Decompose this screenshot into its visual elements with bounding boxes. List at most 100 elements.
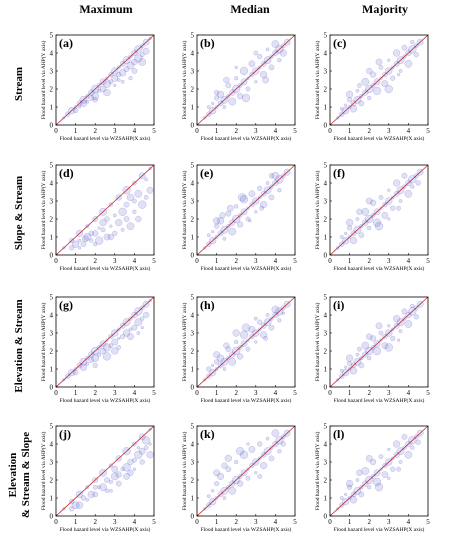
data-point xyxy=(336,378,340,382)
y-tick-label: 0 xyxy=(191,121,195,129)
scatter-panel: 0 1 2 3 4 5 0 1 2 3 4 5 (b) Flood hazard level via WZ… xyxy=(181,31,297,142)
data-point xyxy=(280,43,286,49)
data-point xyxy=(384,84,393,94)
data-point xyxy=(216,90,225,98)
y-tick-label: 3 xyxy=(50,67,54,75)
data-point xyxy=(142,300,150,308)
data-point xyxy=(413,314,419,320)
data-point xyxy=(240,208,248,216)
x-tick-label: 3 xyxy=(113,257,117,265)
data-point xyxy=(214,496,219,500)
data-point xyxy=(139,52,145,58)
data-point xyxy=(116,345,122,350)
data-point xyxy=(148,37,152,41)
data-point xyxy=(225,346,232,353)
y-tick-label: 2 xyxy=(50,85,54,93)
y-tick-label: 4 xyxy=(191,311,195,319)
data-point xyxy=(217,230,224,237)
reference-line xyxy=(196,425,296,517)
data-point xyxy=(349,496,358,504)
data-point xyxy=(263,336,268,341)
data-point xyxy=(381,212,389,219)
data-point xyxy=(99,219,107,227)
data-point xyxy=(203,378,207,382)
x-tick-label: 2 xyxy=(234,127,238,135)
data-point xyxy=(85,485,90,490)
data-point xyxy=(111,329,119,337)
data-point xyxy=(269,445,274,450)
data-point xyxy=(241,93,251,103)
y-tick-label: 4 xyxy=(50,440,54,448)
data-point xyxy=(416,168,424,176)
data-point xyxy=(206,366,212,372)
x-axis-label: Flood hazard level via WZSAHP(X axis) xyxy=(201,397,292,404)
data-point xyxy=(260,322,267,329)
data-point xyxy=(62,378,66,382)
data-point xyxy=(358,232,365,239)
x-tick-label: 5 xyxy=(426,389,430,397)
data-point xyxy=(390,195,395,200)
data-point xyxy=(404,189,413,198)
data-point xyxy=(339,111,345,117)
data-point xyxy=(142,38,150,46)
y-axis-label: Flood hazard level via AHP(Y axis) xyxy=(181,431,188,510)
data-point xyxy=(93,242,98,247)
data-point xyxy=(92,97,98,103)
data-point xyxy=(268,455,275,462)
x-tick-label: 2 xyxy=(93,389,97,397)
x-tick-label: 4 xyxy=(274,257,278,265)
data-point xyxy=(97,88,102,93)
data-point xyxy=(370,474,376,479)
data-point xyxy=(111,67,119,75)
data-point xyxy=(138,172,146,180)
x-tick-label: 2 xyxy=(234,389,238,397)
data-point xyxy=(104,216,110,222)
data-point xyxy=(136,331,141,335)
data-point xyxy=(115,194,122,201)
data-point xyxy=(76,362,83,369)
data-point xyxy=(410,184,415,189)
y-axis-label: Flood hazard level via AHP(Y axis) xyxy=(40,40,47,119)
y-axis-label: Flood hazard level via AHP(Y axis) xyxy=(314,40,321,119)
data-point xyxy=(223,342,230,349)
data-point xyxy=(122,56,131,65)
data-point xyxy=(350,100,357,107)
data-point xyxy=(127,469,134,476)
column-header-maximum: Maximum xyxy=(79,2,132,16)
data-point xyxy=(237,93,244,100)
scatter-panel: 0 1 2 3 4 5 0 1 2 3 4 5 (k) Flood hazard level via WZ… xyxy=(181,422,297,533)
y-tick-label: 2 xyxy=(191,347,195,355)
data-point xyxy=(269,184,274,189)
data-point xyxy=(111,74,119,82)
data-point xyxy=(378,330,384,336)
data-point xyxy=(401,172,408,179)
data-point xyxy=(268,64,275,71)
data-point xyxy=(413,305,419,311)
data-point xyxy=(396,466,401,472)
data-point xyxy=(73,105,78,109)
data-point xyxy=(385,329,393,337)
data-point xyxy=(379,76,383,80)
data-point xyxy=(146,451,154,459)
data-point xyxy=(85,497,90,502)
data-point xyxy=(248,190,256,198)
reference-line xyxy=(196,34,296,126)
x-tick-label: 3 xyxy=(113,127,117,135)
data-point xyxy=(92,477,99,483)
data-point xyxy=(119,69,127,77)
data-point xyxy=(73,370,79,376)
x-tick-label: 4 xyxy=(133,127,137,135)
x-tick-label: 1 xyxy=(215,127,219,135)
data-point xyxy=(120,79,125,84)
x-tick-label: 1 xyxy=(215,518,219,526)
data-point xyxy=(139,43,145,49)
data-point xyxy=(356,469,363,476)
data-point xyxy=(373,78,381,86)
data-point xyxy=(102,79,112,88)
x-tick-label: 4 xyxy=(274,518,278,526)
data-point xyxy=(135,215,142,223)
x-tick-label: 5 xyxy=(293,257,297,265)
data-point xyxy=(375,58,383,66)
data-point xyxy=(404,320,413,328)
data-point xyxy=(62,246,66,250)
